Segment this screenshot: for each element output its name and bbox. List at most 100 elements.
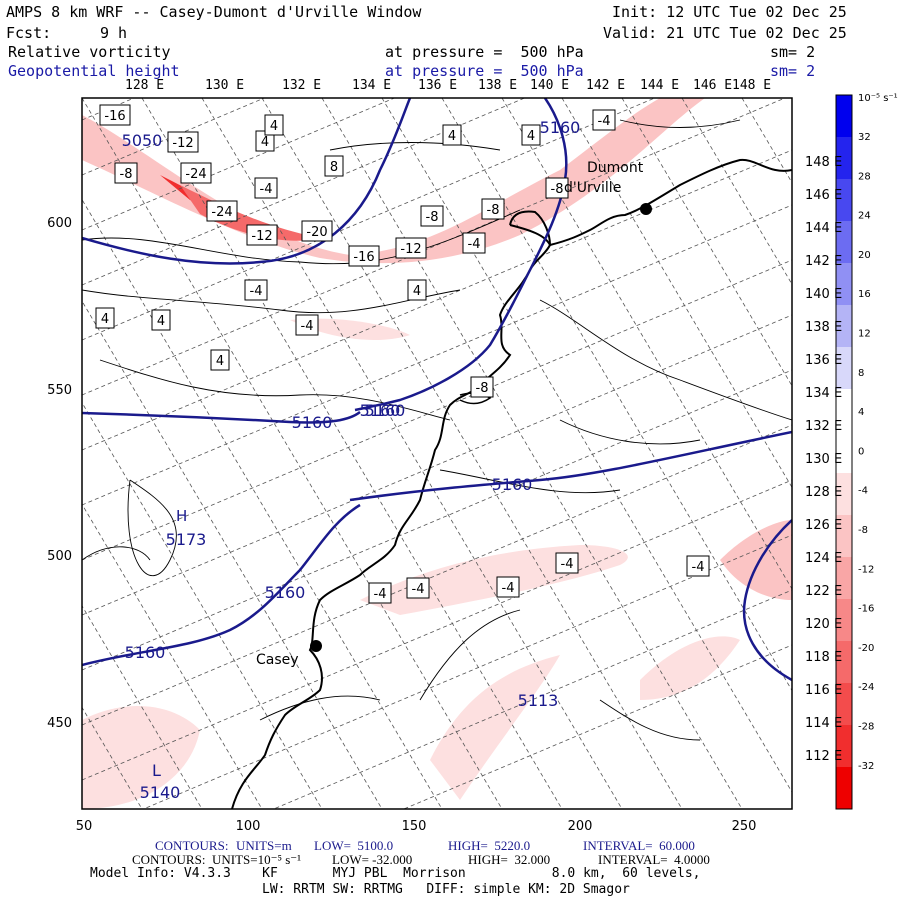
top-longitude-label: 138 E <box>478 78 518 93</box>
field2-level: at pressure = 500 hPa <box>385 62 584 80</box>
colorbar-swatch <box>836 515 852 558</box>
colorbar-label: 20 <box>858 250 871 261</box>
colorbar-frame <box>835 94 853 810</box>
right-longitude-label: 116 E <box>805 683 842 698</box>
vorticity-label: -8 <box>114 162 138 184</box>
right-longitude-label: 136 E <box>805 353 842 368</box>
station-label-dumont: Dumont <box>587 160 644 176</box>
station-dot-casey <box>310 640 322 652</box>
vorticity-label: -8 <box>545 177 569 199</box>
vorticity-label: 8 <box>324 155 344 177</box>
svg-text:-12: -12 <box>172 136 193 151</box>
right-longitude-labels: 148 E 146 E 144 E 142 E 140 E 138 E 136 E 134 E… <box>805 155 842 764</box>
y-axis-tick: 600 <box>47 216 72 231</box>
svg-text:4: 4 <box>216 354 224 369</box>
right-longitude-label: 140 E <box>805 287 842 302</box>
colorbar-swatch <box>836 95 852 138</box>
svg-text:-4: -4 <box>301 319 314 334</box>
svg-text:-8: -8 <box>476 381 489 396</box>
colorbar-swatch <box>836 473 852 516</box>
height-contour-5050 <box>82 98 412 265</box>
colorbar-label: -20 <box>858 643 874 654</box>
top-longitude-label: 140 E <box>530 78 570 93</box>
colorbar-label: -32 <box>858 761 874 772</box>
right-longitude-label: 112 E <box>805 749 842 764</box>
height-label: 5140 <box>140 783 181 802</box>
y-axis-tick: 500 <box>47 549 72 564</box>
colorbar-label: -24 <box>858 682 874 693</box>
svg-text:-20: -20 <box>306 225 327 240</box>
vorticity-label: -16 <box>99 104 131 126</box>
coastline <box>231 224 552 809</box>
vorticity-labels: -16 -12 -8 -24 -4 -24 -12 -20 -16 -12 -8 -8 -4 -8 -4 4 8… <box>95 104 710 604</box>
right-longitude-label: 128 E <box>805 485 842 500</box>
height-contour-mid <box>349 430 792 502</box>
svg-text:-4: -4 <box>561 557 574 572</box>
right-longitude-label: 138 E <box>805 320 842 335</box>
field1-name: Relative vorticity <box>8 43 171 61</box>
top-longitude-label: 144 E <box>640 78 680 93</box>
height-label: 5160 <box>360 401 401 420</box>
top-longitude-label: 130 E <box>205 78 245 93</box>
top-longitude-label: 146 E <box>693 78 733 93</box>
vorticity-label: -4 <box>496 576 520 598</box>
vorticity-band-southwest <box>82 706 200 809</box>
vorticity-label: -12 <box>246 224 278 246</box>
vorticity-label: -4 <box>368 582 392 604</box>
svg-text:-4: -4 <box>692 560 705 575</box>
colorbar-swatch <box>836 431 852 474</box>
colorbar-unit: 10⁻⁵ s⁻¹ <box>858 93 898 104</box>
right-longitude-label: 134 E <box>805 386 842 401</box>
colorbar-label: -16 <box>858 604 874 615</box>
height-label: 5160 <box>540 118 581 137</box>
station-label-casey: Casey <box>256 652 299 668</box>
forecast-label: Fcst: <box>6 24 52 42</box>
vorticity-label: -4 <box>592 109 616 131</box>
colorbar-swatch <box>836 557 852 600</box>
vorticity-label: 4 <box>210 349 230 371</box>
svg-text:-12: -12 <box>251 229 272 244</box>
station-dot-dumont <box>640 203 652 215</box>
height-contour-north <box>354 98 568 412</box>
contours1-interval: INTERVAL= 60.000 <box>583 838 695 853</box>
model-title: AMPS 8 km WRF -- Casey-Dumont d'Urville … <box>6 3 422 21</box>
colorbar-swatch <box>836 389 852 432</box>
svg-text:4: 4 <box>157 314 165 329</box>
x-axis-ticks: 50 100 150 200 250 <box>76 819 757 834</box>
contours2-units: UNITS=10⁻⁵ s⁻¹ <box>212 852 302 867</box>
contours1-low: LOW= 5100.0 <box>314 838 394 853</box>
svg-text:4: 4 <box>413 284 421 299</box>
contours2-low: LOW= -32.000 <box>332 852 413 867</box>
y-axis-tick: 450 <box>47 716 72 731</box>
colorbar-label: 0 <box>858 446 864 457</box>
height-label: 5173 <box>166 530 207 549</box>
colorbar-label: 12 <box>858 329 871 340</box>
height-label: 5160 <box>265 583 306 602</box>
contours1-label: CONTOURS: <box>155 838 229 853</box>
vorticity-band-southeast <box>430 655 560 800</box>
contours2-high: HIGH= 32.000 <box>468 852 551 867</box>
colorbar-swatch <box>836 305 852 348</box>
x-axis-tick: 50 <box>76 819 93 834</box>
right-longitude-label: 146 E <box>805 188 842 203</box>
right-longitude-label: 120 E <box>805 617 842 632</box>
field2-name: Geopotential height <box>8 62 180 80</box>
height-label: 5160 <box>365 401 406 420</box>
height-contour-west <box>82 410 361 424</box>
svg-text:-4: -4 <box>468 237 481 252</box>
coastline-lobe <box>509 210 551 246</box>
colorbar-label: 28 <box>858 171 871 182</box>
svg-text:-24: -24 <box>185 167 206 182</box>
svg-text:-16: -16 <box>104 109 125 124</box>
height-contour-sw <box>82 503 361 667</box>
field2-smooth: sm= 2 <box>770 62 816 80</box>
vorticity-label: 4 <box>255 130 275 152</box>
top-longitude-label: 128 E <box>125 78 165 93</box>
vorticity-label: 4 <box>95 307 115 329</box>
vorticity-band-south <box>360 545 628 615</box>
vorticity-label: -20 <box>301 220 333 242</box>
field1-smooth: sm= 2 <box>770 43 816 61</box>
colorbar-swatch <box>836 767 852 810</box>
colorbar-label: -12 <box>858 564 874 575</box>
